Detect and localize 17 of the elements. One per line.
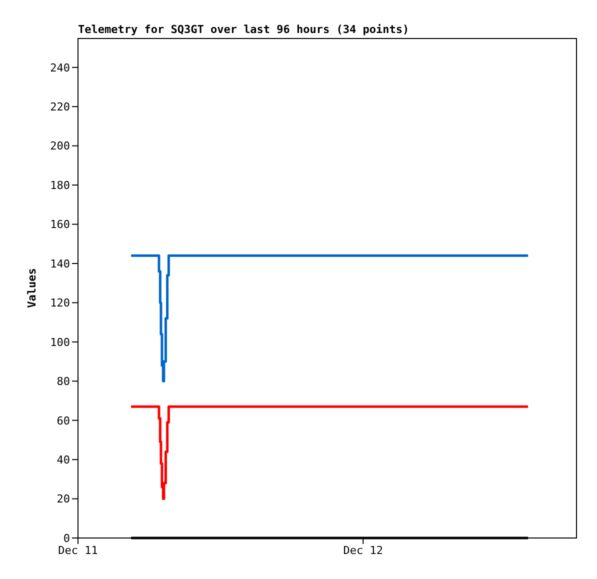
x-tick-label: Dec 11	[58, 544, 98, 557]
y-tick-label: 220	[50, 100, 70, 114]
y-axis-title: Values	[26, 268, 38, 308]
y-tick-label: 240	[50, 61, 70, 74]
y-tick-label: 20	[56, 492, 70, 506]
y-tick-label: 140	[50, 257, 70, 270]
y-tick-label: 100	[50, 336, 70, 349]
chart-title: Telemetry for SQ3GT over last 96 hours (34 points)	[78, 23, 410, 36]
y-tick-label: 40	[56, 453, 70, 466]
y-tick-label: 160	[50, 218, 70, 232]
y-tick-label: 200	[50, 140, 70, 153]
y-tick-label: 120	[50, 296, 70, 310]
x-tick-label: Dec 12	[343, 544, 384, 557]
y-tick-label: 60	[56, 414, 70, 428]
y-tick-label: 180	[50, 178, 70, 192]
y-tick-label: 80	[56, 375, 70, 388]
y-tick-label: 0	[63, 532, 70, 545]
